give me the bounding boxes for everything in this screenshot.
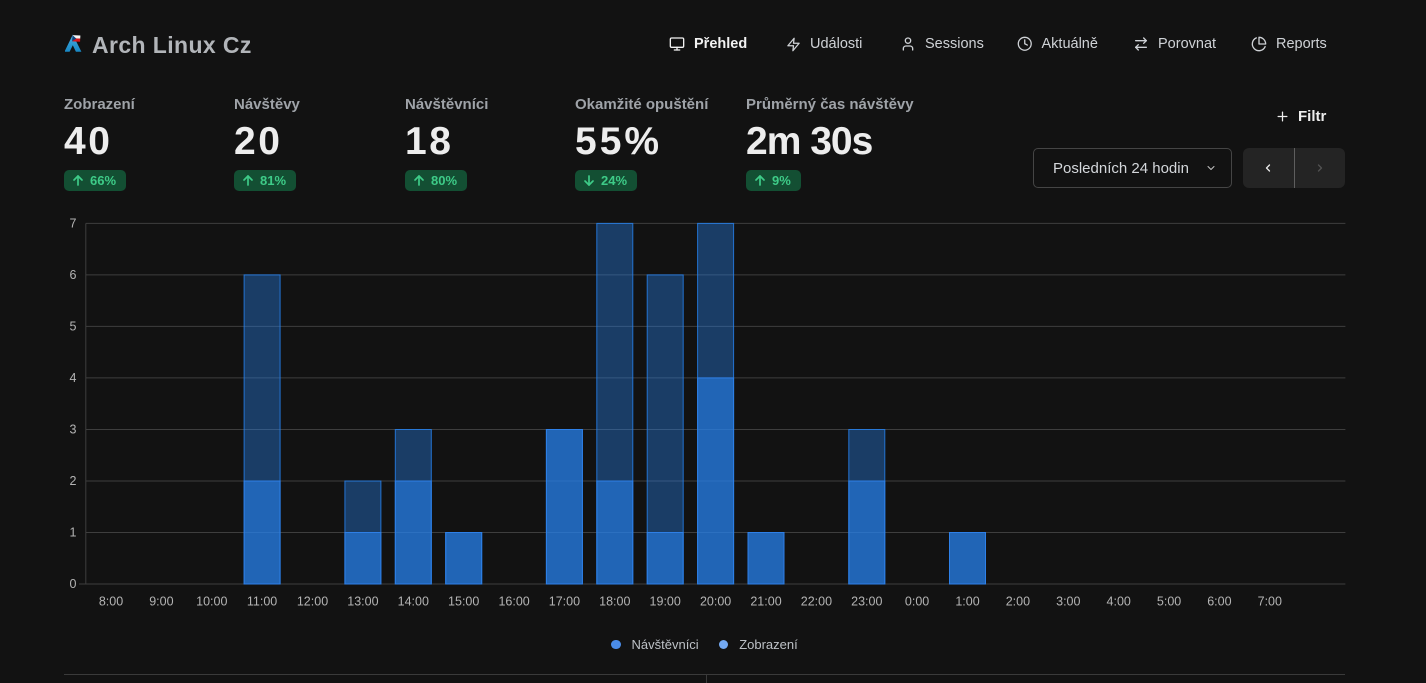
svg-text:21:00: 21:00 [750,595,781,609]
svg-text:8:00: 8:00 [99,595,123,609]
svg-text:12:00: 12:00 [297,595,328,609]
svg-text:20:00: 20:00 [700,595,731,609]
svg-text:6: 6 [70,268,77,282]
svg-text:9:00: 9:00 [149,595,173,609]
svg-text:5:00: 5:00 [1157,595,1181,609]
svg-text:4: 4 [70,371,77,385]
svg-text:14:00: 14:00 [398,595,429,609]
svg-text:15:00: 15:00 [448,595,479,609]
svg-text:23:00: 23:00 [851,595,882,609]
svg-text:19:00: 19:00 [650,595,681,609]
svg-text:3: 3 [70,423,77,437]
svg-text:5: 5 [70,320,77,334]
svg-text:7: 7 [70,217,77,231]
svg-text:3:00: 3:00 [1056,595,1080,609]
svg-text:2:00: 2:00 [1006,595,1030,609]
svg-text:1:00: 1:00 [955,595,979,609]
svg-text:7:00: 7:00 [1258,595,1282,609]
svg-text:16:00: 16:00 [498,595,529,609]
svg-text:2: 2 [70,474,77,488]
svg-text:0:00: 0:00 [905,595,929,609]
svg-text:10:00: 10:00 [196,595,227,609]
svg-text:18:00: 18:00 [599,595,630,609]
svg-text:6:00: 6:00 [1207,595,1231,609]
svg-text:4:00: 4:00 [1107,595,1131,609]
svg-text:17:00: 17:00 [549,595,580,609]
svg-text:11:00: 11:00 [247,595,277,609]
svg-text:1: 1 [70,526,77,540]
svg-text:13:00: 13:00 [347,595,378,609]
svg-text:0: 0 [70,577,77,591]
svg-text:22:00: 22:00 [801,595,832,609]
